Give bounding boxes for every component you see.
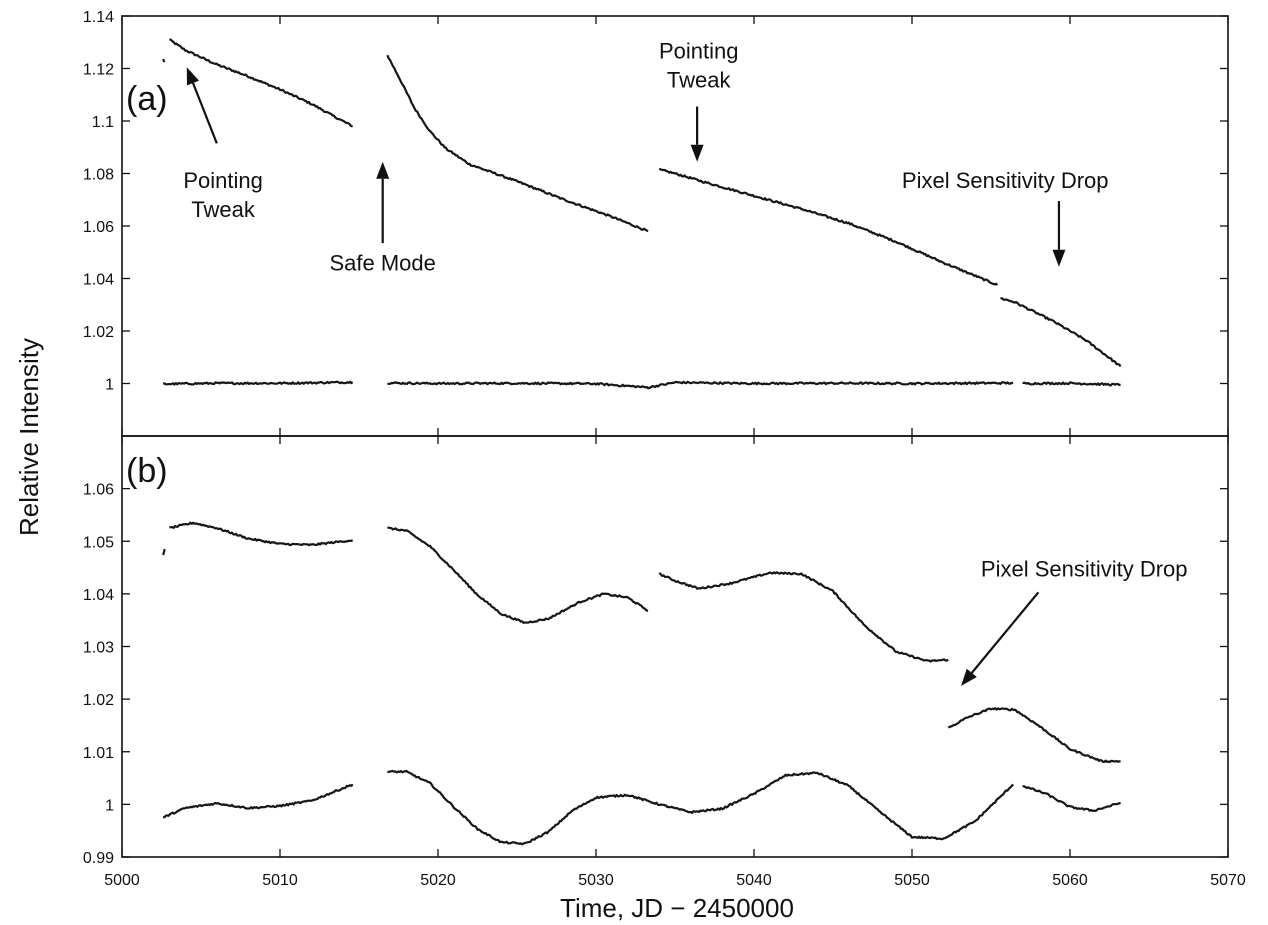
series-upper-line (658, 571, 949, 663)
annotation-label: Pixel Sensitivity Drop (902, 168, 1109, 193)
annotation-label: Safe Mode (329, 251, 435, 276)
annotation-label: Pixel Sensitivity Drop (981, 557, 1188, 582)
series-upper-line (169, 521, 354, 547)
series-lower-line (387, 380, 1014, 390)
series-lower-line (1022, 381, 1121, 387)
y-tick-label: 1.05 (83, 534, 114, 551)
y-tick-label: 1.01 (83, 745, 114, 762)
annotation-arrow-shaft (191, 82, 218, 144)
panel-label: (b) (126, 452, 168, 490)
annotation-arrow-shaft (970, 591, 1040, 674)
series-upper-line (658, 167, 999, 286)
series-upper-line (162, 58, 166, 63)
series-upper-line (386, 54, 649, 233)
y-tick-label: 1.06 (83, 219, 114, 236)
series-upper-line (387, 526, 649, 624)
panel-b: 0.99 1 1.01 1.02 1.03 1.04 1.05 1.06 5000 5010 502… (83, 435, 1246, 889)
series-lower-line (162, 783, 354, 819)
series-upper-line (162, 548, 166, 556)
y-tick-label: 1 (105, 797, 114, 814)
x-tick-label: 5010 (262, 872, 298, 889)
y-tick-label: 1.03 (83, 640, 114, 657)
panel-a: 1 1.02 1.04 1.06 1.08 1.1 1.12 1.14 (a) Pointing T… (83, 9, 1229, 437)
annotation-arrow-head (960, 668, 977, 686)
annotation-label: Pointing (659, 39, 739, 64)
annotation-arrow-head (1052, 249, 1066, 267)
series-lower-line (163, 380, 354, 386)
annotation-label: Pointing (183, 168, 263, 193)
series-lower-line (1022, 785, 1122, 813)
x-tick-label: 5040 (736, 872, 772, 889)
x-tick-label: 5020 (420, 872, 456, 889)
plot-frame (121, 435, 1229, 858)
y-tick-label: 1.12 (83, 62, 114, 79)
y-tick-label: 0.99 (83, 850, 114, 867)
series-upper-line (947, 707, 1121, 764)
x-tick-label: 5000 (104, 872, 140, 889)
y-tick-label: 1.14 (83, 9, 114, 26)
y-tick-label: 1.04 (83, 587, 114, 604)
y-tick-label: 1.02 (83, 324, 114, 341)
series-upper-line (169, 38, 353, 128)
y-tick-label: 1.04 (83, 272, 114, 289)
annotation-arrow-head (690, 144, 704, 162)
annotation-arrow-head (186, 67, 200, 86)
y-tick-label: 1.1 (92, 114, 114, 131)
series-upper-line (1000, 297, 1122, 368)
y-tick-label: 1.08 (83, 167, 114, 184)
x-tick-label: 5070 (1210, 872, 1246, 889)
y-tick-label: 1.02 (83, 692, 114, 709)
x-tick-label: 5050 (894, 872, 930, 889)
x-tick-label: 5060 (1052, 872, 1088, 889)
panel-label: (a) (126, 80, 168, 118)
annotation-label: Tweak (667, 68, 732, 93)
annotation-arrow-head (376, 161, 390, 179)
x-axis-label: Time, JD − 2450000 (560, 893, 794, 923)
annotation-label: Tweak (191, 197, 256, 222)
x-tick-label: 5030 (578, 872, 614, 889)
y-tick-label: 1.06 (83, 482, 114, 499)
y-tick-label: 1 (105, 377, 114, 394)
series-lower-line (387, 769, 1014, 846)
y-axis-label: Relative Intensity (14, 338, 44, 536)
